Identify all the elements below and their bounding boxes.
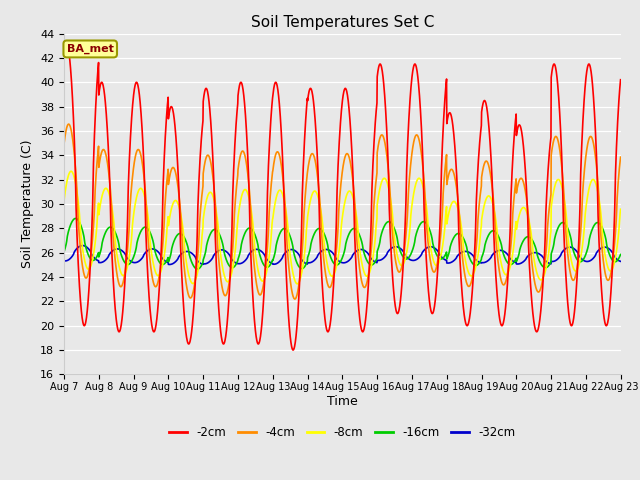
-8cm	[376, 185, 384, 191]
-16cm	[236, 249, 244, 255]
Line: -8cm: -8cm	[64, 171, 621, 284]
Line: -16cm: -16cm	[64, 218, 621, 269]
-4cm	[236, 155, 244, 160]
-8cm	[236, 201, 244, 207]
-16cm	[542, 265, 550, 271]
-4cm	[542, 253, 550, 259]
-16cm	[116, 247, 124, 253]
Title: Soil Temperatures Set C: Soil Temperatures Set C	[251, 15, 434, 30]
-2cm	[236, 81, 244, 87]
-2cm	[376, 61, 384, 67]
-2cm	[60, 57, 68, 63]
-8cm	[617, 206, 625, 212]
-8cm	[116, 266, 124, 272]
-2cm	[617, 77, 625, 83]
-32cm	[609, 251, 617, 257]
-4cm	[510, 193, 518, 199]
-32cm	[60, 258, 68, 264]
Line: -4cm: -4cm	[64, 124, 621, 299]
-4cm	[376, 134, 384, 140]
-16cm	[72, 216, 79, 221]
-2cm	[609, 251, 617, 256]
-16cm	[510, 259, 518, 264]
-32cm	[542, 258, 550, 264]
Legend: -2cm, -4cm, -8cm, -16cm, -32cm: -2cm, -4cm, -8cm, -16cm, -32cm	[164, 421, 520, 444]
-16cm	[609, 258, 617, 264]
-4cm	[617, 154, 625, 160]
-2cm	[289, 347, 297, 353]
Line: -32cm: -32cm	[64, 246, 621, 264]
Y-axis label: Soil Temperature (C): Soil Temperature (C)	[22, 140, 35, 268]
Text: BA_met: BA_met	[67, 44, 114, 54]
-16cm	[60, 249, 68, 255]
-16cm	[376, 238, 384, 243]
-8cm	[60, 198, 68, 204]
-8cm	[510, 240, 518, 245]
-2cm	[63, 43, 71, 48]
-8cm	[67, 168, 75, 174]
-32cm	[617, 258, 625, 264]
Line: -2cm: -2cm	[64, 46, 621, 350]
-32cm	[376, 257, 384, 263]
-2cm	[542, 216, 550, 221]
-8cm	[542, 267, 550, 273]
-32cm	[166, 262, 173, 267]
-4cm	[291, 296, 299, 302]
-2cm	[510, 132, 518, 138]
-4cm	[609, 255, 617, 261]
-32cm	[236, 261, 244, 266]
-32cm	[510, 259, 518, 265]
-4cm	[65, 121, 72, 127]
-32cm	[116, 247, 124, 252]
-8cm	[293, 281, 301, 287]
-16cm	[617, 252, 625, 257]
-4cm	[60, 141, 68, 147]
-4cm	[116, 283, 124, 289]
-16cm	[193, 266, 201, 272]
-2cm	[116, 328, 124, 334]
-32cm	[79, 243, 86, 249]
X-axis label: Time: Time	[327, 395, 358, 408]
-8cm	[609, 264, 617, 270]
